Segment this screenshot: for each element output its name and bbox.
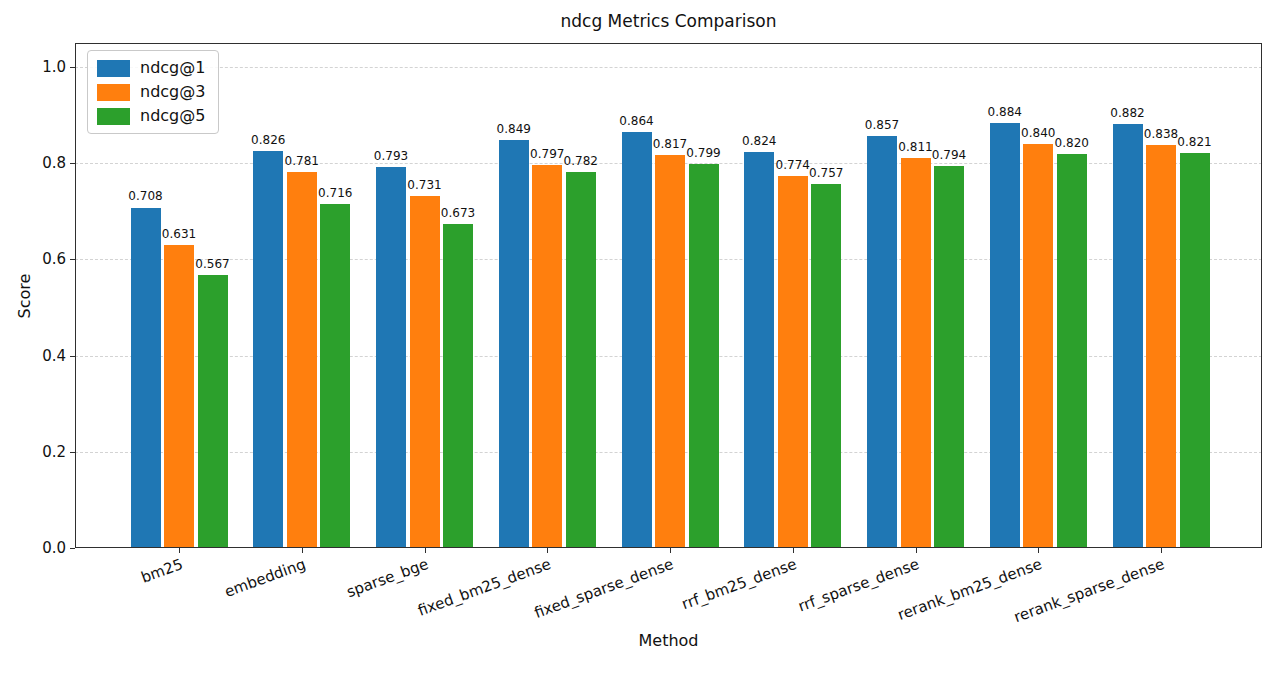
bar [131, 208, 161, 549]
bar-value-label: 0.824 [742, 134, 776, 148]
bar [410, 196, 440, 548]
plot-area: ndcg@1ndcg@3ndcg@5 0.7080.6310.5670.8260… [75, 43, 1262, 548]
bar [253, 151, 283, 548]
legend-label: ndcg@3 [140, 82, 205, 102]
bar [622, 132, 652, 548]
bar-value-label: 0.631 [162, 227, 196, 241]
bar [1113, 124, 1143, 548]
bar [1180, 153, 1210, 548]
y-tick-label: 0.6 [24, 249, 66, 269]
bar [901, 158, 931, 548]
bar-value-label: 0.840 [1021, 126, 1055, 140]
bar-value-label: 0.731 [407, 178, 441, 192]
bar-value-label: 0.793 [374, 149, 408, 163]
x-tick-mark [179, 548, 180, 553]
x-tick-mark [1038, 548, 1039, 553]
bar-value-label: 0.781 [285, 154, 319, 168]
bar [443, 224, 473, 548]
bar-value-label: 0.820 [1055, 136, 1089, 150]
legend-item: ndcg@5 [97, 106, 205, 126]
x-tick-mark [302, 548, 303, 553]
bar [867, 136, 897, 548]
x-tick-label: sparse_bge [344, 555, 431, 601]
legend-swatch-icon [97, 108, 130, 125]
bar [744, 152, 774, 548]
bar [1057, 154, 1087, 548]
bar-value-label: 0.673 [441, 206, 475, 220]
legend-label: ndcg@1 [140, 58, 205, 78]
x-axis-label: Method [75, 631, 1262, 650]
bar-value-label: 0.882 [1110, 106, 1144, 120]
bar [532, 165, 562, 548]
bar-value-label: 0.757 [809, 166, 843, 180]
bar-value-label: 0.864 [619, 114, 653, 128]
legend-label: ndcg@5 [140, 106, 205, 126]
bar-value-label: 0.708 [128, 189, 162, 203]
x-tick-label: fixed_sparse_dense [532, 555, 676, 622]
y-tick-label: 0.0 [24, 538, 66, 558]
x-tick-label: bm25 [138, 555, 185, 587]
bar [320, 204, 350, 548]
figure: ndcg Metrics Comparison Score Method ndc… [0, 0, 1280, 674]
bar-value-label: 0.799 [686, 146, 720, 160]
bar-value-label: 0.794 [932, 148, 966, 162]
x-tick-label: rrf_bm25_dense [679, 555, 799, 613]
bar-value-label: 0.782 [564, 154, 598, 168]
bar-value-label: 0.811 [898, 140, 932, 154]
x-tick-mark [547, 548, 548, 553]
legend-item: ndcg@3 [97, 82, 205, 102]
bar-value-label: 0.567 [195, 257, 229, 271]
bar [689, 164, 719, 548]
y-tick-label: 0.2 [24, 442, 66, 462]
bar [198, 275, 228, 548]
x-tick-mark [793, 548, 794, 553]
x-tick-mark [916, 548, 917, 553]
bar [499, 140, 529, 548]
bar-value-label: 0.884 [988, 105, 1022, 119]
bar-value-label: 0.716 [318, 186, 352, 200]
bar [655, 155, 685, 548]
x-tick-label: embedding [222, 555, 308, 601]
bar [1146, 145, 1176, 548]
bar-value-label: 0.797 [530, 147, 564, 161]
bar-value-label: 0.817 [653, 137, 687, 151]
y-tick-label: 0.8 [24, 153, 66, 173]
bar [934, 166, 964, 548]
x-tick-mark [1161, 548, 1162, 553]
bar [566, 172, 596, 548]
y-tick-label: 1.0 [24, 57, 66, 77]
bar [376, 167, 406, 548]
y-tick-label: 0.4 [24, 346, 66, 366]
legend-item: ndcg@1 [97, 58, 205, 78]
bar [164, 245, 194, 549]
x-tick-mark [425, 548, 426, 553]
legend: ndcg@1 ndcg@3 ndcg@5 [87, 50, 219, 134]
bar-value-label: 0.857 [865, 118, 899, 132]
gridline [75, 67, 1262, 68]
y-tick-mark [70, 548, 75, 549]
legend-swatch-icon [97, 60, 130, 77]
chart-title: ndcg Metrics Comparison [75, 11, 1262, 31]
bar [778, 176, 808, 548]
bar [990, 123, 1020, 548]
bar-value-label: 0.838 [1144, 127, 1178, 141]
bar [811, 184, 841, 548]
y-axis-label: Score [15, 274, 34, 319]
x-tick-mark [670, 548, 671, 553]
bar-value-label: 0.821 [1177, 135, 1211, 149]
bar-value-label: 0.826 [251, 133, 285, 147]
bar-value-label: 0.774 [776, 158, 810, 172]
bar [1023, 144, 1053, 548]
bar-value-label: 0.849 [497, 122, 531, 136]
legend-swatch-icon [97, 84, 130, 101]
bar [287, 172, 317, 548]
